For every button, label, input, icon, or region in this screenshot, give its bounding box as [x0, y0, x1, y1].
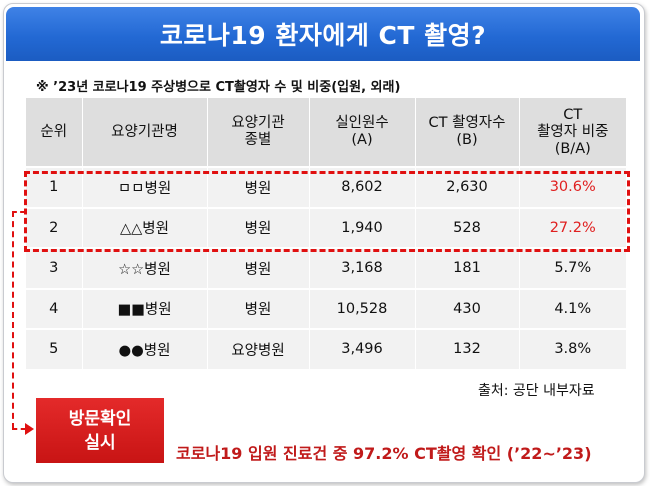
- cell-rank: 4: [26, 287, 82, 329]
- header-row: 순위 요양기관명 요양기관 종별 실인원수 (A) CT 촬영자수 (B) CT 촬영자…: [26, 98, 626, 167]
- cell-patients: 10,528: [308, 287, 415, 329]
- cell-type: 병원: [206, 247, 309, 289]
- cell-patients: 3,496: [308, 328, 415, 369]
- table-row: 4 ■■병원 병원 10,528 430 4.1%: [26, 287, 626, 329]
- highlight-dashed-box: [24, 171, 630, 252]
- cell-ratio: 27.2%: [518, 206, 626, 248]
- header-patient-count: 실인원수 (A): [308, 98, 415, 167]
- summary-text: 코로나19 입원 진료건 중 97.2% CT촬영 확인 (’22~’23): [176, 444, 592, 463]
- visit-label-line1: 방문확인: [68, 408, 132, 429]
- visit-confirmation-box: 방문확인 실시: [36, 398, 164, 463]
- title-banner: 코로나19 환자에게 CT 촬영?: [6, 7, 640, 61]
- table-note: ※ ’23년 코로나19 주상병으로 CT촬영자 수 및 비중(입원, 외래): [36, 80, 401, 95]
- source-note: 출처: 공단 내부자료: [478, 383, 595, 399]
- cell-ct-count: 528: [414, 206, 519, 248]
- cell-patients: 1,940: [308, 206, 415, 248]
- cell-rank: 2: [26, 206, 82, 248]
- table-row: 2 △△병원 병원 1,940 528 27.2%: [26, 206, 626, 248]
- cell-ratio: 5.7%: [518, 247, 626, 289]
- cell-type: 병원: [206, 287, 309, 329]
- cell-name: △△병원: [81, 206, 207, 248]
- header-institution-name: 요양기관명: [81, 98, 207, 167]
- arrow-right-icon: [25, 423, 34, 435]
- cell-ct-count: 430: [414, 287, 519, 329]
- cell-type: 병원: [206, 206, 309, 248]
- cell-ct-count: 181: [414, 247, 519, 289]
- cell-name: ■■병원: [81, 287, 207, 329]
- table-row: 3 ☆☆병원 병원 3,168 181 5.7%: [26, 247, 626, 289]
- cell-ratio: 3.8%: [518, 328, 626, 369]
- cell-rank: 3: [26, 247, 82, 289]
- table-row: 5 ●●병원 요양병원 3,496 132 3.8%: [26, 328, 626, 369]
- cell-name: ●●병원: [81, 328, 207, 369]
- cell-patients: 3,168: [308, 247, 415, 289]
- header-institution-type: 요양기관 종별: [206, 98, 309, 167]
- header-ct-ratio: CT 촬영자 비중 (B/A): [518, 98, 626, 167]
- connector-line-bottom: [12, 428, 26, 430]
- cell-ct-count: 132: [414, 328, 519, 369]
- cell-name: ☆☆병원: [81, 247, 207, 289]
- header-ct-count: CT 촬영자수 (B): [414, 98, 519, 167]
- connector-line-top: [12, 211, 25, 213]
- header-rank: 순위: [26, 98, 82, 167]
- cell-type: 요양병원: [206, 328, 309, 369]
- page-title: 코로나19 환자에게 CT 촬영?: [159, 21, 487, 50]
- connector-line-vertical: [12, 211, 14, 429]
- cell-ratio: 4.1%: [518, 287, 626, 329]
- visit-label-line2: 실시: [84, 432, 116, 453]
- cell-rank: 5: [26, 328, 82, 369]
